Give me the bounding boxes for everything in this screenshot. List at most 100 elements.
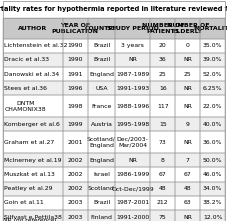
Bar xyxy=(115,18,150,39)
Bar xyxy=(62,18,87,39)
Bar xyxy=(150,196,175,210)
Bar xyxy=(3,18,62,39)
Bar xyxy=(62,18,87,39)
Text: Brazil: Brazil xyxy=(93,200,110,205)
Text: 1987-1989: 1987-1989 xyxy=(116,72,149,76)
Text: NR: NR xyxy=(183,86,191,91)
Bar xyxy=(87,53,115,67)
Bar xyxy=(3,131,62,153)
Bar xyxy=(62,67,87,81)
Bar xyxy=(3,210,62,221)
Bar xyxy=(115,210,150,221)
Bar xyxy=(3,18,62,39)
Bar xyxy=(150,39,175,53)
Bar xyxy=(175,153,199,168)
Bar xyxy=(199,53,224,67)
Bar xyxy=(199,131,224,153)
Bar xyxy=(115,196,150,210)
Bar xyxy=(150,131,175,153)
Bar xyxy=(175,81,199,95)
Text: Scotland/
England: Scotland/ England xyxy=(87,137,115,148)
Text: 6.25%: 6.25% xyxy=(202,86,222,91)
Bar xyxy=(150,53,175,67)
Text: 63: 63 xyxy=(183,200,191,205)
Text: 25: 25 xyxy=(158,72,166,76)
Bar xyxy=(115,95,150,117)
Bar xyxy=(175,131,199,153)
Text: 50.0%: 50.0% xyxy=(202,158,222,163)
Text: NUMBER OF
PATIENTS: NUMBER OF PATIENTS xyxy=(141,23,183,34)
Text: 1991: 1991 xyxy=(67,72,83,76)
Text: MORTALITY: MORTALITY xyxy=(192,26,227,31)
Text: 52.0%: 52.0% xyxy=(202,72,222,76)
Bar xyxy=(3,182,62,196)
Text: 212: 212 xyxy=(156,200,168,205)
Bar xyxy=(87,81,115,95)
Text: NR: NR xyxy=(128,57,137,62)
Bar xyxy=(87,168,115,182)
Bar xyxy=(150,117,175,131)
Text: 2003: 2003 xyxy=(67,200,83,205)
Text: 1991-2000: 1991-2000 xyxy=(116,215,149,219)
Bar xyxy=(87,95,115,117)
Bar xyxy=(3,168,62,182)
Bar xyxy=(175,81,199,95)
Bar xyxy=(62,39,87,53)
Text: Kornberger et al.6: Kornberger et al.6 xyxy=(4,122,60,127)
Bar xyxy=(199,210,224,221)
Text: Stees et al.36: Stees et al.36 xyxy=(4,86,47,91)
Text: 2003: 2003 xyxy=(67,215,83,219)
Bar xyxy=(199,18,224,39)
Bar xyxy=(87,182,115,196)
Bar xyxy=(150,95,175,117)
Text: NR: NR xyxy=(183,140,191,145)
Bar xyxy=(115,153,150,168)
Bar xyxy=(150,18,175,39)
Bar xyxy=(199,182,224,196)
Bar xyxy=(115,18,150,39)
Bar xyxy=(150,117,175,131)
Text: McInerney et al.19: McInerney et al.19 xyxy=(4,158,62,163)
Bar xyxy=(87,53,115,67)
Bar xyxy=(87,18,115,39)
Bar xyxy=(150,81,175,95)
Text: USA: USA xyxy=(95,86,107,91)
Bar xyxy=(199,117,224,131)
Bar xyxy=(150,182,175,196)
Bar xyxy=(62,168,87,182)
Text: France: France xyxy=(91,104,111,109)
Text: Goin et al.11: Goin et al.11 xyxy=(4,200,44,205)
Bar xyxy=(175,53,199,67)
Text: NR: NR xyxy=(183,215,191,219)
Bar xyxy=(87,117,115,131)
Text: 7: 7 xyxy=(185,158,189,163)
Bar xyxy=(62,53,87,67)
Text: 38.2%: 38.2% xyxy=(202,200,222,205)
Bar xyxy=(87,182,115,196)
Bar xyxy=(115,67,150,81)
Text: 67: 67 xyxy=(158,172,166,177)
Text: 34.0%: 34.0% xyxy=(202,186,222,191)
Bar xyxy=(199,117,224,131)
Bar xyxy=(199,67,224,81)
Bar xyxy=(3,53,62,67)
Text: Dracic et al.33: Dracic et al.33 xyxy=(4,57,49,62)
Bar xyxy=(199,95,224,117)
Bar xyxy=(115,67,150,81)
Bar xyxy=(115,117,150,131)
Bar xyxy=(87,131,115,153)
Text: 20: 20 xyxy=(158,43,166,48)
Text: 2002: 2002 xyxy=(67,158,83,163)
Text: 2002: 2002 xyxy=(67,186,83,191)
Text: 1995-1998: 1995-1998 xyxy=(116,122,149,127)
Bar xyxy=(115,81,150,95)
Bar xyxy=(115,53,150,67)
Bar xyxy=(175,196,199,210)
Bar xyxy=(199,196,224,210)
Text: 67: 67 xyxy=(183,172,191,177)
Bar xyxy=(62,210,87,221)
Bar xyxy=(87,168,115,182)
Bar xyxy=(87,39,115,53)
Text: NR (no reference): NR (no reference) xyxy=(3,218,56,221)
Bar xyxy=(175,210,199,221)
